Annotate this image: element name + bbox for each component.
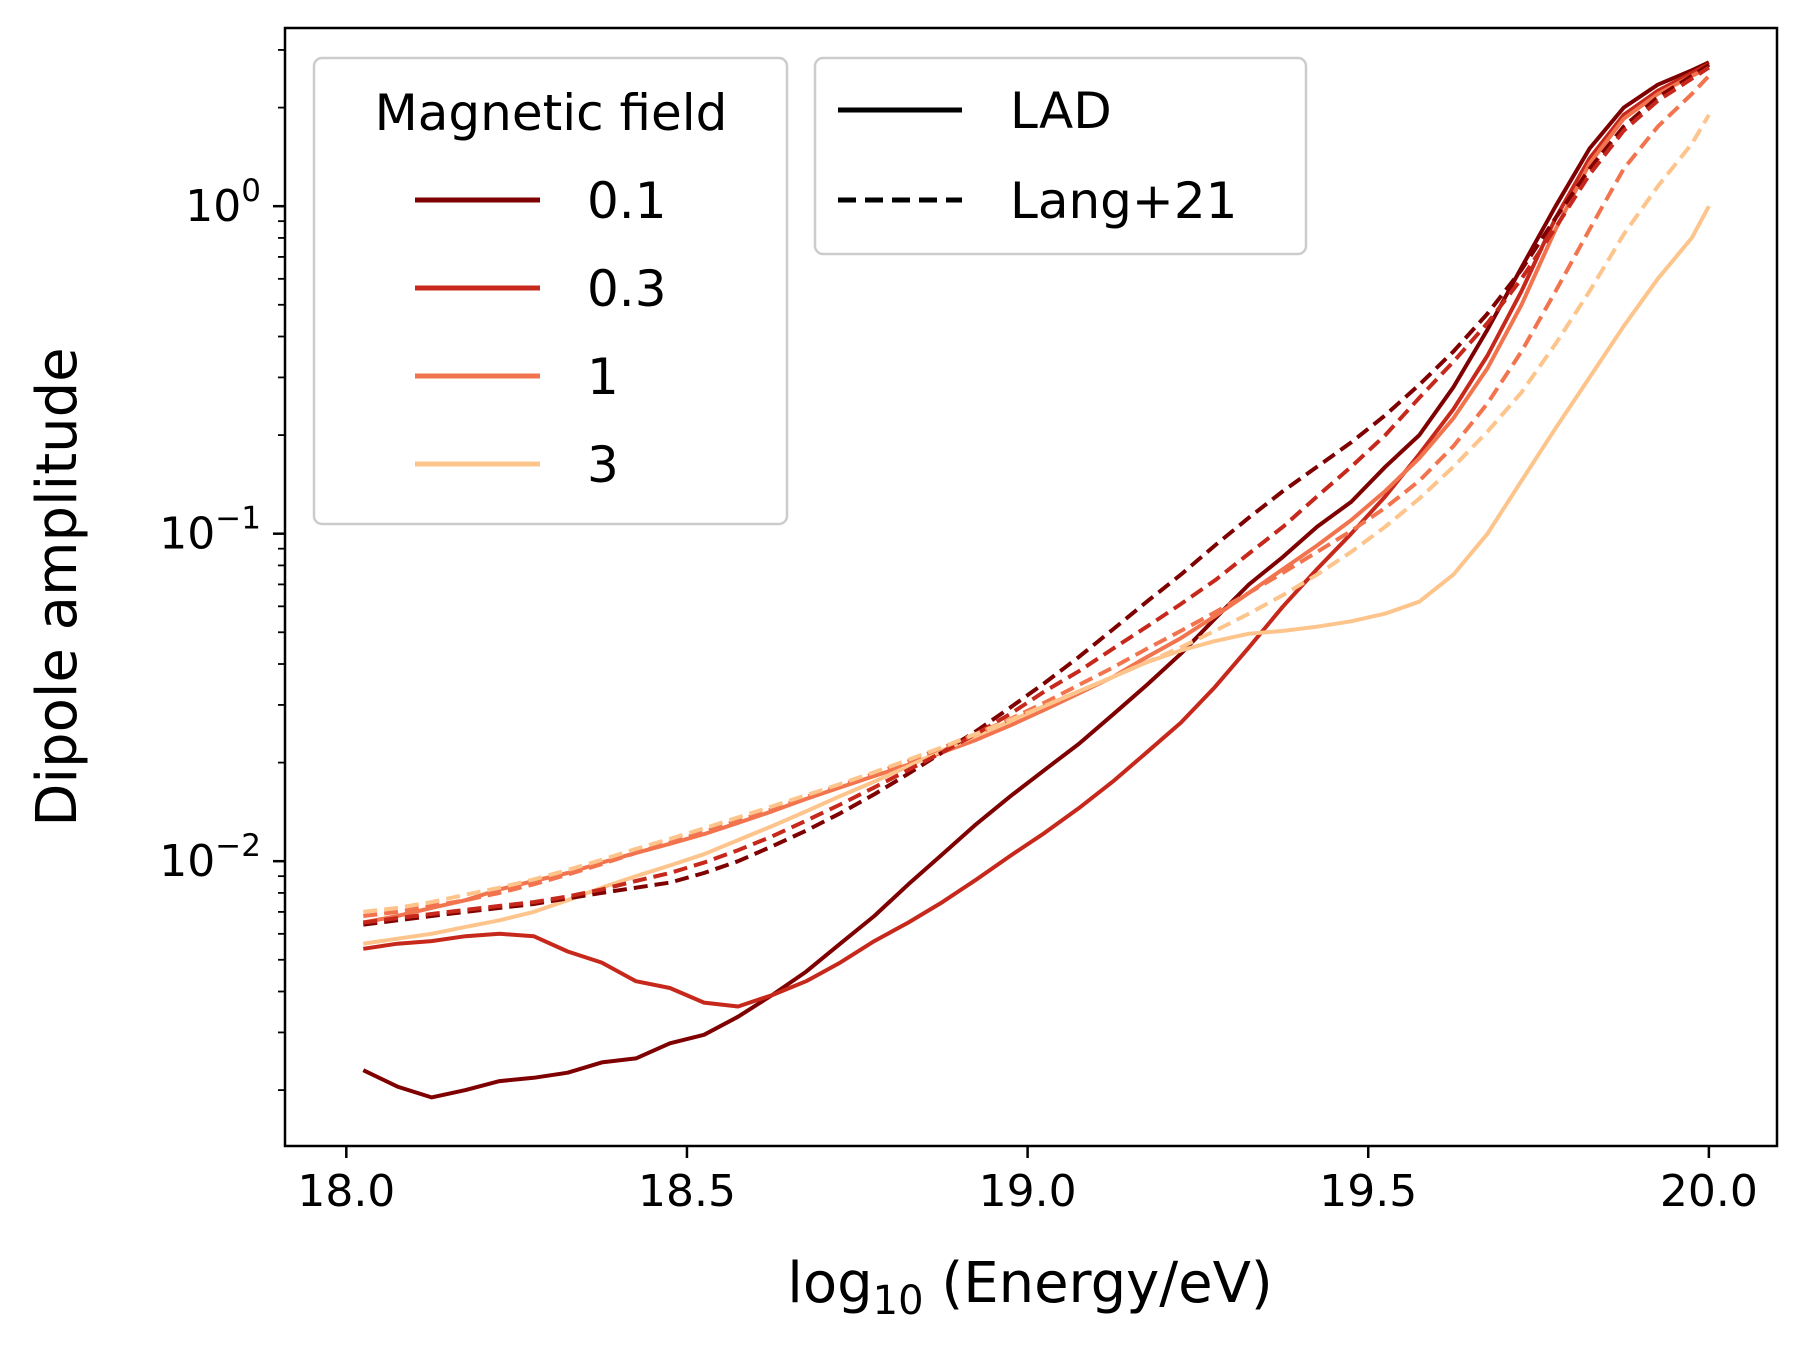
y-tick-label: 10−1 <box>159 501 261 560</box>
plot-frame <box>283 26 1779 1148</box>
series-line-lad-b0_3 <box>363 62 1710 1009</box>
series-line-lang21-b0_3 <box>363 65 1710 925</box>
plot-area <box>362 60 1711 1100</box>
series-line-lang21-b0_1 <box>363 63 1710 927</box>
x-axis-ticks: 18.0 18.5 19.0 19.5 20.0 <box>297 1146 1758 1217</box>
x-tick-label: 19.5 <box>1319 1166 1417 1217</box>
legend-label: 3 <box>587 436 619 494</box>
legend-label: 0.1 <box>587 172 667 230</box>
legend-entries: 0.1 0.3 1 3 <box>415 172 667 494</box>
legend-line-style: LAD Lang+21 <box>813 56 1308 256</box>
legend-entries: LAD Lang+21 <box>838 82 1237 230</box>
series-line-lang21-b3 <box>363 113 1711 914</box>
x-tick-label: 20.0 <box>1660 1166 1758 1217</box>
y-axis-ticks: 100 10−1 10−2 <box>159 173 285 887</box>
legend-frame <box>813 56 1308 256</box>
legend-title: Magnetic field <box>375 84 728 142</box>
legend-label: Lang+21 <box>1010 172 1237 230</box>
legend-magnetic-field: Magnetic field 0.1 0.3 1 3 <box>312 56 789 526</box>
x-tick-label: 19.0 <box>979 1166 1077 1217</box>
legend-frame <box>312 56 789 526</box>
y-tick-label: 100 <box>185 173 261 232</box>
y-axis-label: Dipole amplitude <box>25 347 90 826</box>
series-line-lad-b3 <box>363 205 1711 946</box>
legend-label: LAD <box>1010 82 1112 140</box>
series-layer <box>362 60 1711 1100</box>
series-line-lang21-b1 <box>363 74 1711 918</box>
x-axis-label: log10 (Energy/eV) <box>787 1251 1272 1324</box>
x-tick-label: 18.0 <box>297 1166 395 1217</box>
legend-label: 0.3 <box>587 260 667 318</box>
x-tick-label: 18.5 <box>638 1166 736 1217</box>
legend-label: 1 <box>587 348 619 406</box>
y-tick-label: 10−2 <box>159 828 261 887</box>
